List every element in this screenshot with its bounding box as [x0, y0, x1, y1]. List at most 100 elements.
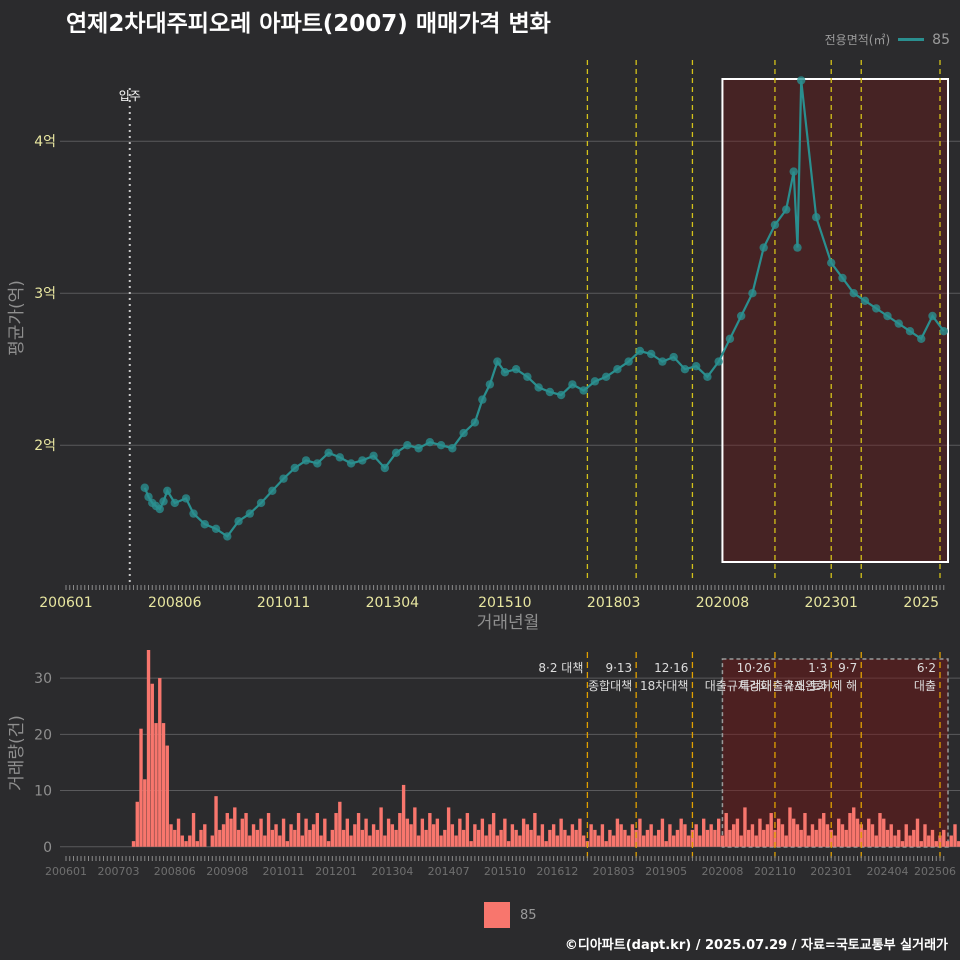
price-point — [256, 498, 266, 508]
volume-bar — [656, 829, 661, 847]
price-point — [680, 365, 690, 374]
volume-bar — [709, 824, 713, 847]
volume-bar — [176, 818, 181, 847]
price-point — [568, 380, 577, 389]
volume-bar — [315, 813, 320, 847]
legend-series-name: 85 — [932, 31, 950, 48]
volume-bar — [619, 824, 623, 847]
volume-bar — [311, 824, 316, 847]
volume-bar — [555, 835, 560, 847]
volume-bar — [195, 841, 199, 847]
volume-bar — [274, 824, 278, 847]
volume-bar — [330, 829, 335, 847]
price-point — [736, 311, 746, 321]
volume-bar — [645, 829, 650, 847]
volume-bar — [799, 829, 803, 847]
volume-bar — [424, 829, 428, 847]
volume-bar — [154, 723, 158, 847]
volume-bar — [446, 807, 451, 847]
volume-bar — [158, 678, 162, 847]
price-x-tick-label: 200601 — [39, 595, 92, 611]
price-point — [425, 437, 435, 447]
volume-bar — [221, 824, 226, 847]
volume-bar — [480, 818, 485, 847]
price-point — [827, 258, 836, 267]
price-point — [459, 428, 468, 438]
price-point — [200, 520, 209, 529]
volume-bar — [533, 813, 537, 847]
volume-bar — [615, 818, 620, 847]
price-point — [928, 311, 937, 321]
price-point — [346, 459, 356, 468]
volume-bar — [439, 835, 443, 847]
volume-bar — [390, 824, 395, 847]
price-point — [170, 498, 179, 508]
volume-bar — [848, 813, 852, 847]
legend-title: 전용면적(㎡) — [824, 33, 891, 47]
volume-bar — [923, 824, 927, 847]
price-legend: 전용면적(㎡) 85 — [825, 31, 950, 48]
legend-bar-swatch — [484, 902, 510, 928]
price-point — [838, 273, 847, 283]
volume-bar — [559, 818, 563, 847]
price-point — [290, 463, 300, 473]
volume-bar — [589, 824, 593, 847]
volume-highlight-box — [721, 658, 949, 848]
price-y-tick-label: 3억 — [34, 286, 56, 302]
price-x-tick-label: 201011 — [257, 595, 310, 611]
volume-bar — [304, 818, 308, 847]
volume-bar — [173, 829, 177, 847]
legend-line-swatch — [898, 38, 925, 41]
price-point — [234, 517, 243, 526]
volume-bar — [199, 829, 203, 847]
volume-bar — [882, 818, 886, 847]
volume-bar — [259, 818, 263, 847]
price-point — [436, 441, 446, 450]
price-point — [301, 456, 311, 465]
price-point — [163, 486, 172, 495]
volume-bar — [214, 796, 218, 847]
legend-bar-name: 85 — [520, 907, 537, 923]
price-point — [534, 383, 543, 392]
price-point — [493, 357, 502, 366]
volume-bar — [131, 841, 136, 847]
volume-bar — [574, 829, 578, 847]
policy-label: 9·7 — [838, 661, 857, 675]
volume-bar — [525, 824, 530, 847]
volume-bar — [244, 813, 248, 847]
volume-legend: 85 — [484, 902, 537, 928]
volume-x-tick-label: 201510 — [484, 865, 526, 878]
volume-y-axis-title: 거래량(건) — [7, 715, 27, 791]
price-point — [905, 327, 915, 336]
price-point — [894, 319, 903, 328]
volume-bar — [675, 829, 680, 847]
price-point — [181, 494, 191, 503]
price-point — [545, 387, 555, 397]
volume-bar — [529, 829, 533, 847]
price-point — [144, 492, 153, 502]
volume-bar — [188, 835, 192, 847]
volume-bar — [360, 829, 365, 847]
policy-sublabel: 18차대책 — [640, 678, 688, 693]
volume-bar — [521, 818, 526, 847]
volume-bar — [161, 723, 166, 847]
volume-bar — [263, 835, 267, 847]
volume-bar — [874, 835, 878, 847]
volume-bar — [368, 835, 372, 847]
volume-bar — [566, 835, 571, 847]
price-point — [748, 289, 757, 298]
volume-bar — [953, 824, 957, 847]
volume-bar — [281, 818, 286, 847]
volume-bar — [927, 835, 931, 847]
volume-bar — [713, 829, 717, 847]
volume-bar — [428, 813, 432, 847]
volume-bar — [852, 807, 856, 847]
volume-bar — [180, 835, 184, 847]
volume-bar — [623, 829, 627, 847]
price-point — [703, 372, 712, 381]
price-x-tick-label: 200806 — [148, 595, 202, 611]
volume-bar — [784, 835, 788, 847]
price-point — [782, 205, 791, 214]
price-point — [789, 167, 798, 176]
price-point — [245, 509, 255, 518]
